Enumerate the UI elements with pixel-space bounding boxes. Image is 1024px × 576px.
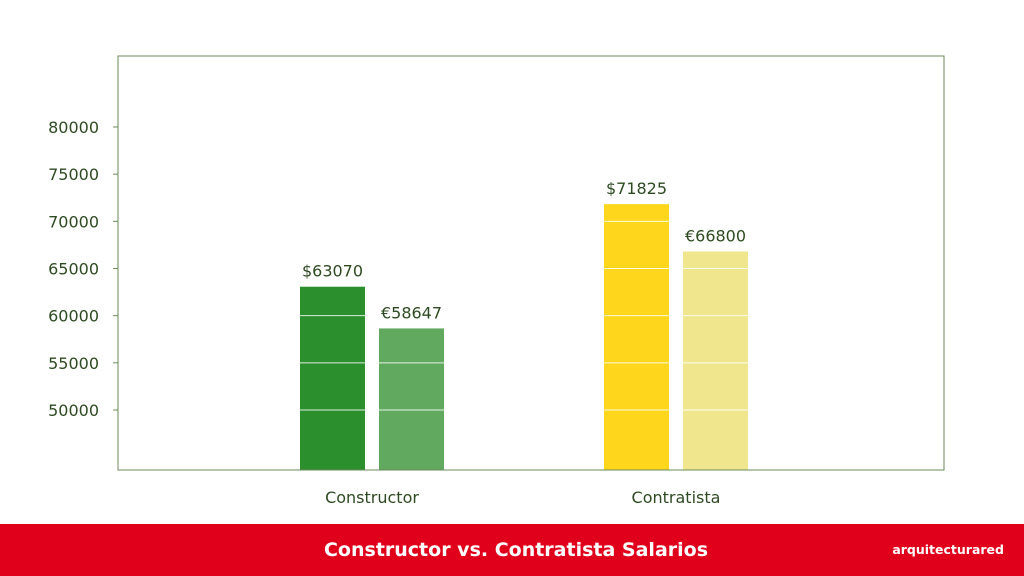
data-label-constructor-2: €58647 [381,303,442,322]
plot-frame [117,55,945,471]
title-banner: Constructor vs. Contratista Salarios arq… [0,524,1024,576]
y-tick-label-65000: 65000 [48,260,99,279]
y-tick-label-55000: 55000 [48,354,99,373]
category-labels: Constructor Contratista [325,488,720,507]
data-labels: $63070 €58647 $71825 €66800 [302,179,746,322]
bar-contratista-2 [683,251,748,470]
y-tick-label-75000: 75000 [48,165,99,184]
bar-constructor-1 [300,286,365,470]
bar-constructor-2 [379,328,444,470]
data-label-constructor-1: $63070 [302,262,363,281]
y-tick-label-70000: 70000 [48,212,99,231]
grid-layer [118,126,944,411]
data-label-contratista-1: $71825 [606,179,667,198]
y-axis-ticks: 50000 55000 60000 65000 70000 75000 80000 [48,118,118,420]
bar-chart: 50000 55000 60000 65000 70000 75000 80000 $630… [48,55,945,507]
chart-title: Constructor vs. Contratista Salarios [323,539,709,561]
bar-contratista-1 [604,204,669,470]
category-label-contratista: Contratista [632,488,721,507]
category-label-constructor: Constructor [325,488,419,507]
data-label-contratista-2: €66800 [685,227,746,246]
y-tick-label-80000: 80000 [48,118,99,137]
y-tick-label-50000: 50000 [48,401,99,420]
bars-layer [300,204,748,470]
y-tick-label-60000: 60000 [48,307,99,326]
brand-logo-text: arquitecturared [892,542,1004,557]
